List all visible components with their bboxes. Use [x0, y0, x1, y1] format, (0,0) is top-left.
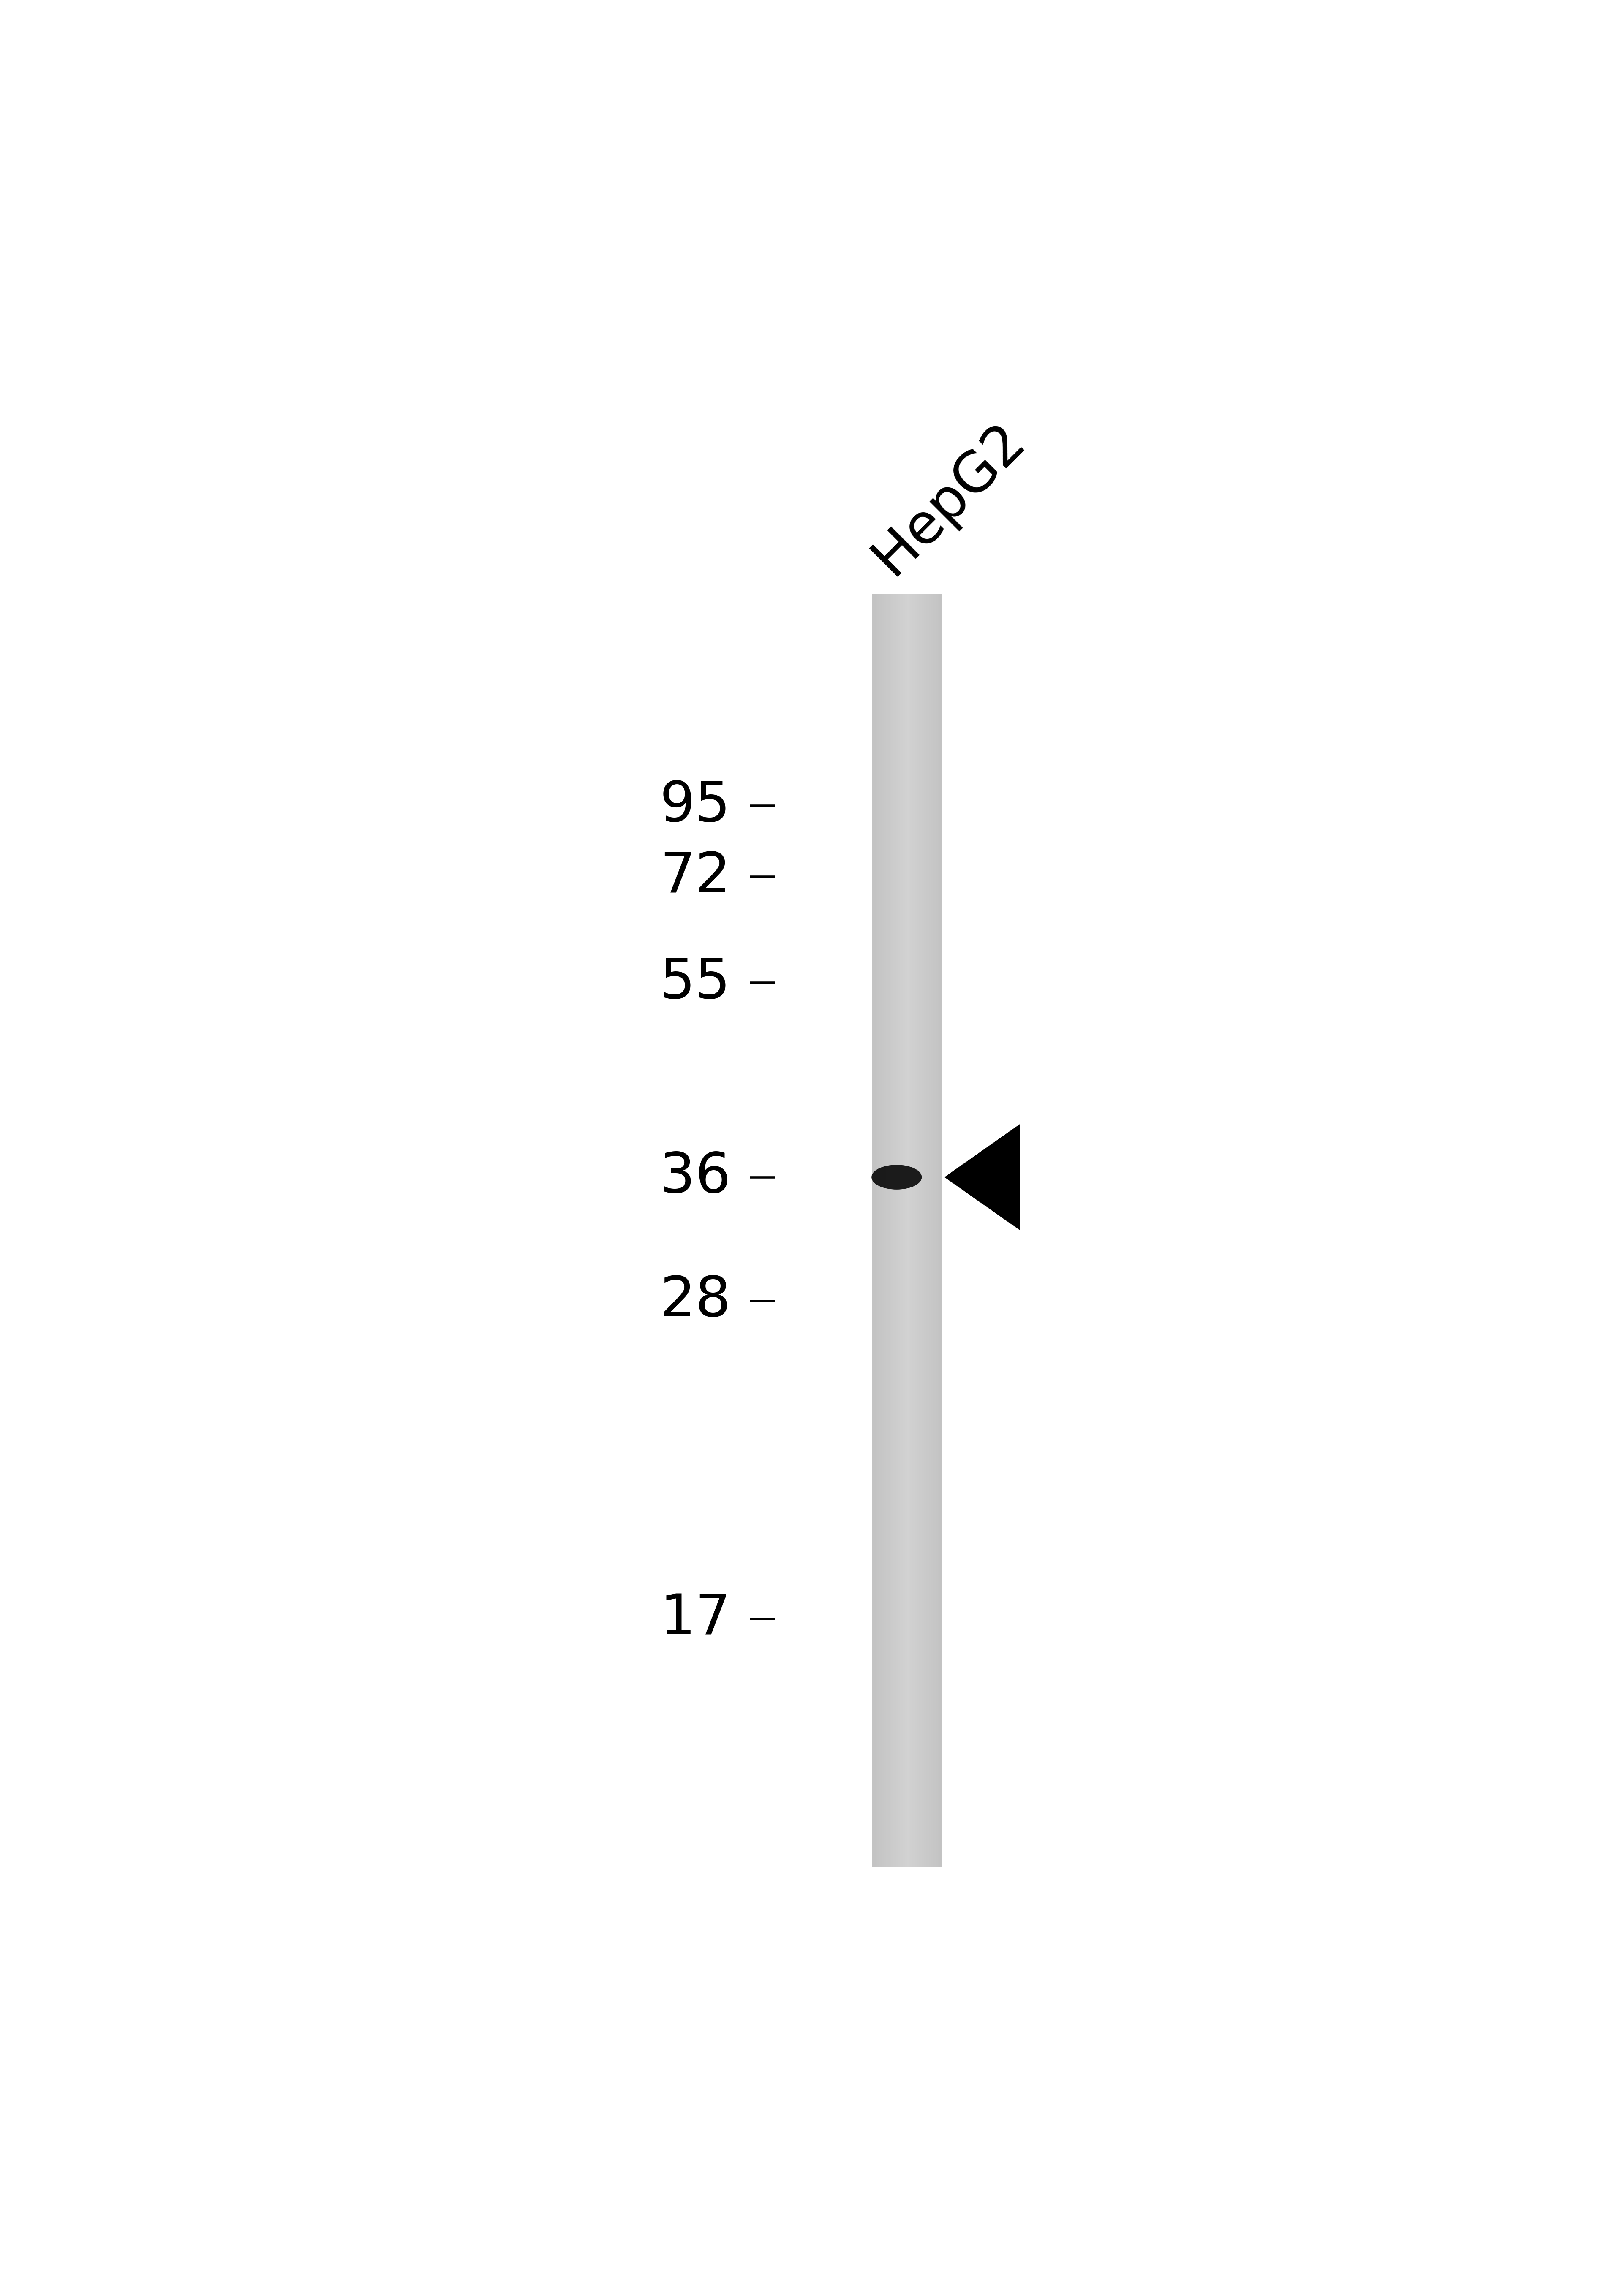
- Bar: [890, 595, 894, 1867]
- Bar: [892, 595, 895, 1867]
- Bar: [908, 595, 912, 1867]
- Bar: [921, 595, 923, 1867]
- Bar: [876, 595, 878, 1867]
- Bar: [907, 595, 908, 1867]
- Bar: [928, 595, 929, 1867]
- Polygon shape: [944, 1125, 1020, 1231]
- Text: 28: 28: [660, 1274, 730, 1327]
- Bar: [939, 595, 942, 1867]
- Bar: [873, 595, 941, 1867]
- Text: 95: 95: [660, 778, 730, 833]
- Bar: [900, 595, 902, 1867]
- Bar: [874, 595, 876, 1867]
- Text: 72: 72: [660, 850, 730, 902]
- Bar: [918, 595, 921, 1867]
- Bar: [879, 595, 881, 1867]
- Text: 17: 17: [660, 1593, 730, 1646]
- Bar: [915, 595, 918, 1867]
- Bar: [882, 595, 886, 1867]
- Bar: [929, 595, 931, 1867]
- Bar: [910, 595, 913, 1867]
- Bar: [933, 595, 934, 1867]
- Bar: [912, 595, 915, 1867]
- Bar: [878, 595, 879, 1867]
- Bar: [925, 595, 926, 1867]
- Text: 55: 55: [660, 955, 730, 1010]
- Bar: [873, 595, 874, 1867]
- Bar: [905, 595, 907, 1867]
- Bar: [938, 595, 941, 1867]
- Text: HepG2: HepG2: [863, 413, 1035, 585]
- Bar: [923, 595, 925, 1867]
- Bar: [897, 595, 899, 1867]
- Bar: [886, 595, 889, 1867]
- Bar: [899, 595, 900, 1867]
- Ellipse shape: [871, 1164, 921, 1189]
- Bar: [931, 595, 933, 1867]
- Bar: [934, 595, 938, 1867]
- Bar: [913, 595, 916, 1867]
- Bar: [916, 595, 920, 1867]
- Bar: [889, 595, 892, 1867]
- Bar: [936, 595, 939, 1867]
- Bar: [902, 595, 903, 1867]
- Bar: [884, 595, 887, 1867]
- Text: 36: 36: [660, 1150, 730, 1203]
- Bar: [903, 595, 905, 1867]
- Bar: [881, 595, 882, 1867]
- Bar: [895, 595, 897, 1867]
- Bar: [887, 595, 890, 1867]
- Bar: [926, 595, 928, 1867]
